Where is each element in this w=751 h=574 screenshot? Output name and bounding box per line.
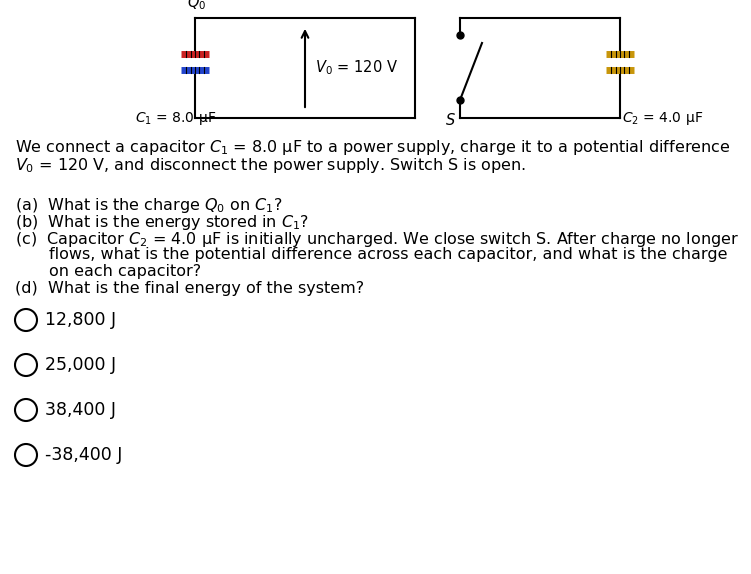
Text: -38,400 J: -38,400 J: [45, 446, 122, 464]
Text: $V_0$ = 120 V, and disconnect the power supply. Switch S is open.: $V_0$ = 120 V, and disconnect the power …: [15, 156, 526, 175]
Text: $S$: $S$: [445, 112, 455, 128]
Text: 38,400 J: 38,400 J: [45, 401, 116, 419]
Text: (c)  Capacitor $C_2$ = 4.0 μF is initially uncharged. We close switch S. After c: (c) Capacitor $C_2$ = 4.0 μF is initiall…: [15, 230, 739, 249]
Text: $Q_0$: $Q_0$: [187, 0, 207, 12]
Text: 12,800 J: 12,800 J: [45, 311, 116, 329]
Text: $C_1$ = 8.0 µF: $C_1$ = 8.0 µF: [135, 110, 216, 127]
Text: (b)  What is the energy stored in $C_1$?: (b) What is the energy stored in $C_1$?: [15, 213, 309, 232]
Text: $V_0$ = 120 V: $V_0$ = 120 V: [315, 59, 398, 77]
Text: on each capacitor?: on each capacitor?: [49, 264, 201, 279]
Text: $C_2$ = 4.0 µF: $C_2$ = 4.0 µF: [622, 110, 703, 127]
Text: (a)  What is the charge $Q_0$ on $C_1$?: (a) What is the charge $Q_0$ on $C_1$?: [15, 196, 282, 215]
Text: flows, what is the potential difference across each capacitor, and what is the c: flows, what is the potential difference …: [49, 247, 728, 262]
Text: 25,000 J: 25,000 J: [45, 356, 116, 374]
Text: (d)  What is the final energy of the system?: (d) What is the final energy of the syst…: [15, 281, 364, 296]
Text: We connect a capacitor $C_1$ = 8.0 μF to a power supply, charge it to a potentia: We connect a capacitor $C_1$ = 8.0 μF to…: [15, 138, 731, 157]
